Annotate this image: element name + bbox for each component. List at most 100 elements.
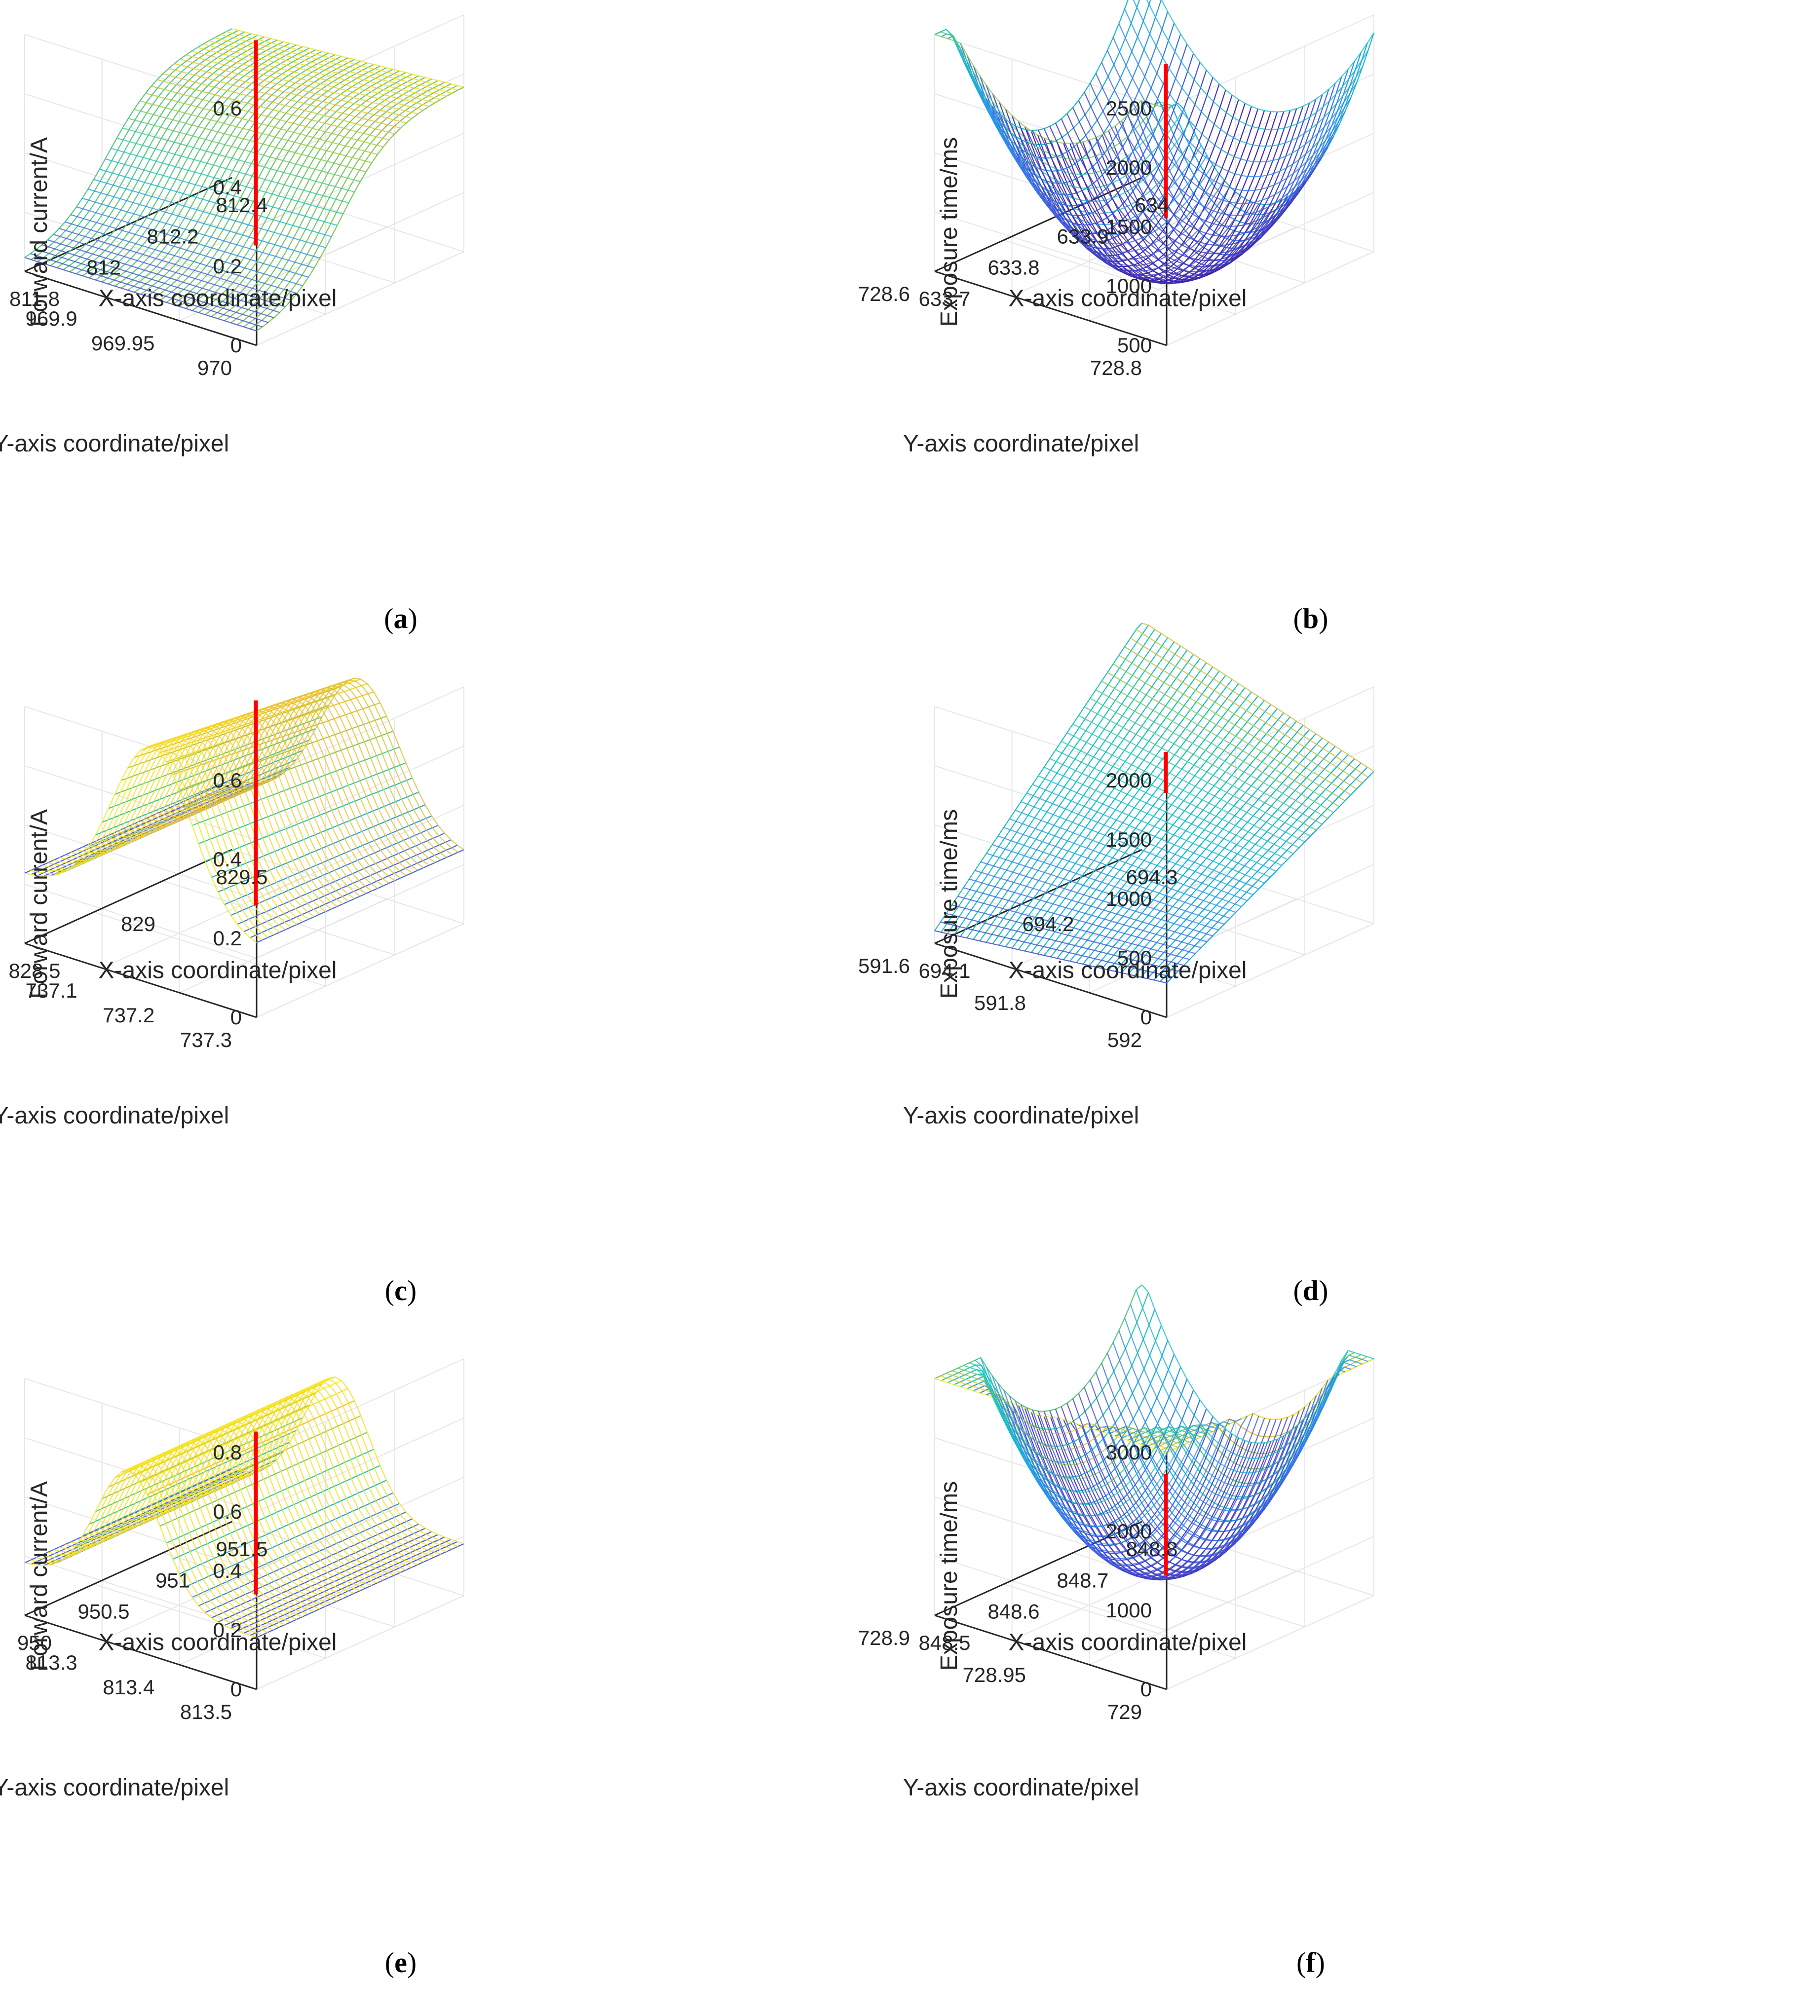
y-tick-label: 737.1 bbox=[26, 979, 77, 1002]
mesh-line bbox=[1009, 122, 1242, 276]
mesh-line bbox=[162, 73, 395, 135]
mesh-line bbox=[168, 68, 401, 129]
grid-line bbox=[934, 1496, 1167, 1571]
surface-plot-c: 00.20.40.6828.5829829.5737.3737.2737.173… bbox=[0, 677, 464, 1129]
mesh-line bbox=[1106, 50, 1340, 204]
z-tick-label: 500 bbox=[1117, 334, 1152, 357]
mesh-line bbox=[1084, 1387, 1317, 1557]
mesh-line bbox=[122, 713, 355, 899]
mesh-line bbox=[997, 112, 1231, 266]
z-tick-label: 0 bbox=[1140, 1678, 1152, 1701]
surface-mesh-d bbox=[934, 622, 1374, 984]
mesh-line bbox=[992, 844, 1225, 925]
mesh-line bbox=[1078, 715, 1311, 837]
mesh-line bbox=[70, 214, 303, 287]
mesh-line bbox=[1133, 0, 1363, 147]
mesh-line bbox=[145, 706, 378, 889]
panel-caption-e: (e) bbox=[384, 1946, 417, 1979]
surface-mesh-a bbox=[24, 28, 464, 332]
mesh-line bbox=[116, 137, 349, 204]
grid-line bbox=[1166, 923, 1374, 1018]
mesh-line bbox=[1032, 784, 1265, 884]
y-axis-line bbox=[934, 942, 1167, 1018]
mesh-line bbox=[226, 1379, 458, 1547]
y-axis-line bbox=[934, 270, 1167, 346]
caption-letter: c bbox=[394, 1274, 407, 1307]
mesh-line bbox=[220, 34, 453, 94]
mesh-line bbox=[934, 930, 1167, 984]
mesh-line bbox=[1038, 775, 1271, 878]
z-axis-label: Exposure time/ms bbox=[936, 809, 962, 999]
mesh-line bbox=[980, 1357, 1213, 1527]
surface-mesh-e bbox=[24, 1376, 464, 1638]
mesh-line bbox=[226, 679, 458, 853]
y-axis-label: Y-axis coordinate/pixel bbox=[903, 1775, 1139, 1801]
mesh-line bbox=[980, 861, 1213, 936]
surface-plot-a: 0 0.2 0.4 0.6 811.8 812 812.2 812.4 970 969.95 969… bbox=[0, 14, 464, 457]
y-tick-label: 728.9 bbox=[858, 1626, 910, 1649]
mesh-line bbox=[946, 913, 1178, 972]
grid-line bbox=[24, 884, 257, 959]
surface-plot-e: 0 0.2 0.4 0.6 0.8 950 950.5 951 951.5 813.5 813.4 8… bbox=[0, 1358, 464, 1801]
z-tick-label: 0 bbox=[230, 334, 242, 357]
grid-line bbox=[1166, 805, 1374, 899]
x-axis-label: X-axis coordinate/pixel bbox=[99, 286, 337, 312]
grid-line bbox=[231, 1521, 464, 1596]
mesh-line bbox=[1020, 128, 1253, 282]
mesh-line bbox=[1090, 698, 1323, 825]
y-tick-label: 969.95 bbox=[91, 332, 154, 355]
z-tick-label: 0.2 bbox=[213, 1618, 242, 1642]
mesh-line bbox=[1084, 92, 1317, 246]
grid-line bbox=[1166, 746, 1374, 840]
grid-line bbox=[256, 133, 464, 227]
grid-line bbox=[93, 1583, 326, 1659]
mesh-line bbox=[88, 725, 320, 915]
mesh-line bbox=[997, 835, 1230, 919]
mesh-line bbox=[1026, 129, 1259, 284]
mesh-line bbox=[41, 244, 274, 318]
y-axis-label: Y-axis coordinate/pixel bbox=[0, 431, 229, 457]
mesh-line bbox=[1136, 629, 1368, 778]
x-tick-label: 848.6 bbox=[987, 1600, 1039, 1623]
mesh-line bbox=[1078, 1393, 1311, 1563]
mesh-line bbox=[1009, 818, 1242, 907]
grid-line bbox=[1141, 1521, 1374, 1596]
mesh-line bbox=[151, 704, 384, 887]
mesh-line bbox=[36, 249, 268, 323]
mesh-line bbox=[231, 677, 464, 851]
mesh-line bbox=[975, 870, 1208, 942]
mesh-line bbox=[231, 1376, 464, 1544]
mesh-line bbox=[1072, 1398, 1306, 1568]
mesh-line bbox=[191, 50, 424, 111]
mesh-line bbox=[1112, 1342, 1346, 1512]
grid-line bbox=[24, 824, 257, 899]
y-tick-label: 737.2 bbox=[103, 1004, 154, 1027]
grid-line bbox=[24, 34, 257, 109]
mesh-line bbox=[1161, 0, 1374, 112]
mesh-line bbox=[1124, 8, 1357, 163]
mesh-line bbox=[940, 921, 1173, 978]
mesh-line bbox=[180, 695, 413, 874]
panel-caption-c: (c) bbox=[384, 1274, 417, 1307]
x-tick-label: 634 bbox=[1135, 193, 1169, 217]
grid-line bbox=[162, 1552, 395, 1628]
y-tick-label: 592 bbox=[1107, 1028, 1142, 1051]
z-tick-label: 2000 bbox=[1106, 156, 1152, 179]
mesh-line bbox=[1061, 1406, 1294, 1576]
x-tick-label: 694.2 bbox=[1022, 912, 1074, 935]
mesh-line bbox=[934, 34, 1167, 144]
mesh-line bbox=[191, 691, 424, 868]
grid-line bbox=[256, 923, 464, 1018]
mesh-line bbox=[1130, 1304, 1363, 1474]
grid-line bbox=[24, 1378, 257, 1453]
mesh-line bbox=[1072, 723, 1305, 843]
mesh-line bbox=[1118, 23, 1352, 178]
grid-line bbox=[256, 251, 464, 346]
grid-line bbox=[1003, 1583, 1236, 1659]
z-tick-label: 0 bbox=[1140, 1006, 1152, 1029]
mesh-line bbox=[951, 904, 1184, 966]
mesh-line bbox=[1101, 680, 1334, 813]
mesh-line bbox=[65, 221, 298, 294]
surface-mesh-f bbox=[934, 1284, 1374, 1581]
mesh-line bbox=[1096, 689, 1328, 819]
